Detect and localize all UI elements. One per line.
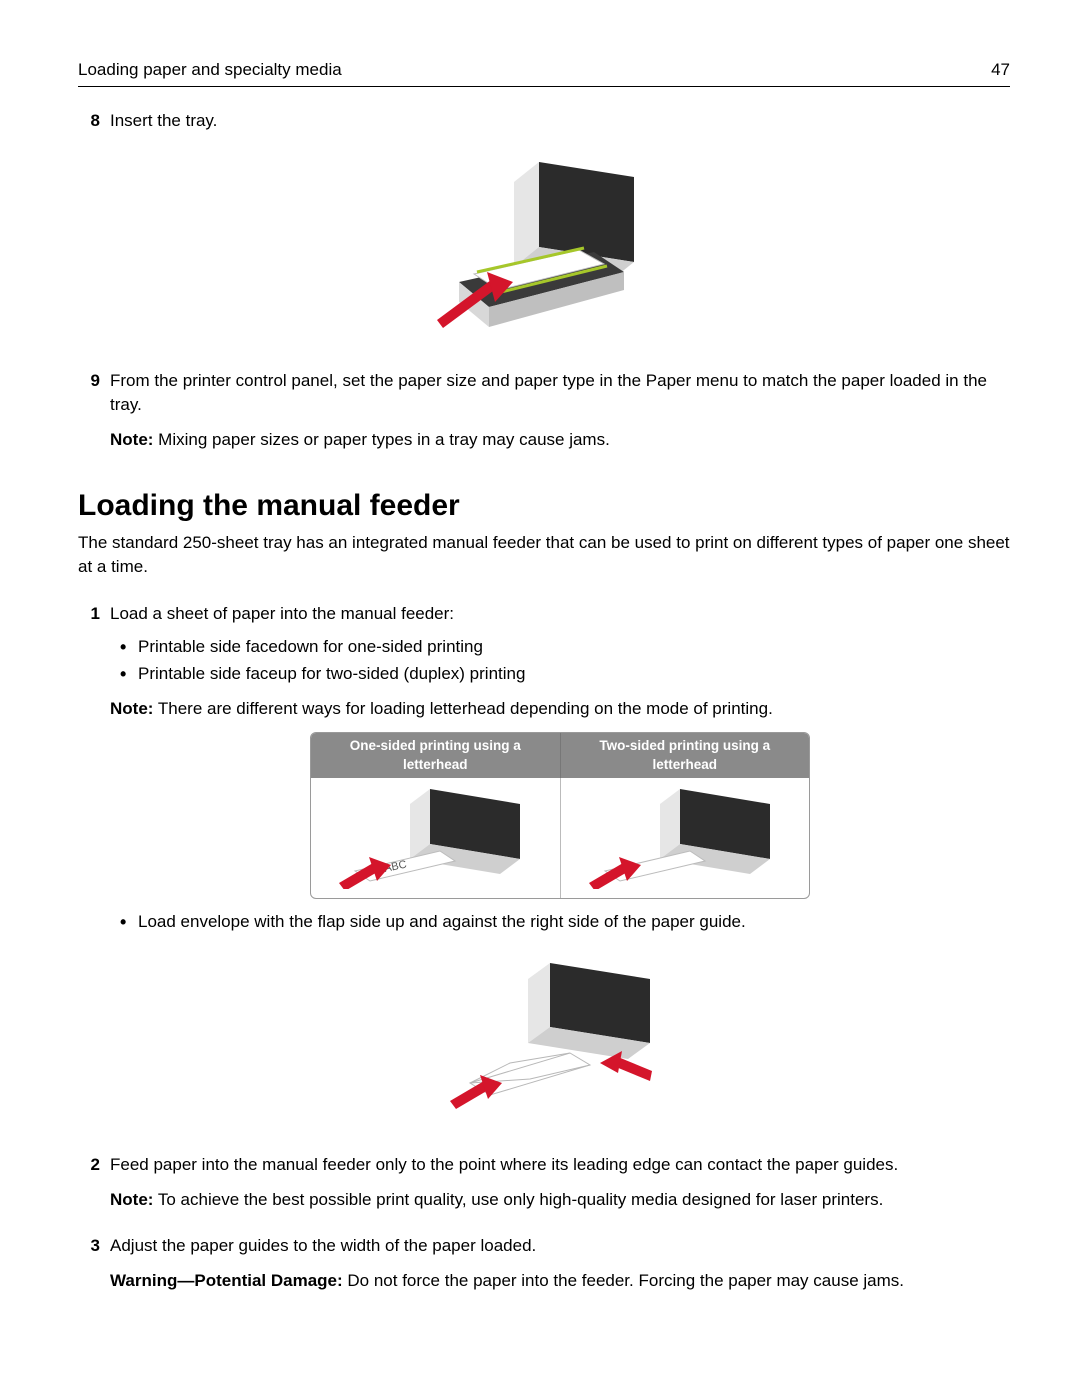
- step-3-warning: Warning—Potential Damage: Do not force t…: [110, 1269, 1010, 1294]
- step-2-note: Note: To achieve the best possible print…: [110, 1188, 1010, 1213]
- section-intro: The standard 250‑sheet tray has an integ…: [78, 531, 1010, 580]
- col-one-sided: One‑sided printing using a letterhead: [311, 733, 561, 778]
- bullet-facedown: Printable side facedown for one‑sided pr…: [116, 634, 1010, 660]
- step-2-body: Feed paper into the manual feeder only t…: [110, 1153, 1010, 1212]
- warning-label: Warning—Potential Damage:: [110, 1271, 343, 1290]
- note-label: Note:: [110, 699, 153, 718]
- col-two-sided: Two‑sided printing using a letterhead: [561, 733, 809, 778]
- table-image-row: ABC ABC: [311, 778, 809, 898]
- note-text: Mixing paper sizes or paper types in a t…: [153, 430, 609, 449]
- section-heading: Loading the manual feeder: [78, 489, 1010, 523]
- cell-two-sided: ABC: [561, 778, 809, 898]
- step-1-body: Load a sheet of paper into the manual fe…: [110, 602, 1010, 1131]
- step-1-bullets: Printable side facedown for one‑sided pr…: [116, 634, 1010, 687]
- bullet-faceup: Printable side faceup for two‑sided (dup…: [116, 661, 1010, 687]
- step-9-number: 9: [78, 369, 100, 453]
- note-text: To achieve the best possible print quali…: [153, 1190, 883, 1209]
- bullet-envelope: Load envelope with the flap side up and …: [116, 909, 1010, 935]
- step-1-note: Note: There are different ways for loadi…: [110, 697, 1010, 722]
- step-9-text: From the printer control panel, set the …: [110, 371, 987, 415]
- header-title: Loading paper and specialty media: [78, 60, 342, 80]
- page: Loading paper and specialty media 47 8 I…: [0, 0, 1080, 1397]
- page-header: Loading paper and specialty media 47: [78, 60, 1010, 87]
- step-9-body: From the printer control panel, set the …: [110, 369, 1010, 453]
- letterhead-table: One‑sided printing using a letterhead Tw…: [310, 732, 810, 899]
- note-label: Note:: [110, 1190, 153, 1209]
- step-9-note: Note: Mixing paper sizes or paper types …: [110, 428, 1010, 453]
- envelope-illustration: [440, 953, 680, 1113]
- step-2: 2 Feed paper into the manual feeder only…: [78, 1153, 1010, 1212]
- figure-envelope: [110, 953, 1010, 1121]
- page-number: 47: [991, 60, 1010, 80]
- cell-one-sided: ABC: [311, 778, 561, 898]
- step-1: 1 Load a sheet of paper into the manual …: [78, 602, 1010, 1131]
- table-header-row: One‑sided printing using a letterhead Tw…: [311, 733, 809, 778]
- step-8: 8 Insert the tray.: [78, 109, 1010, 134]
- step-3-body: Adjust the paper guides to the width of …: [110, 1234, 1010, 1293]
- step-8-number: 8: [78, 109, 100, 134]
- step-1-text: Load a sheet of paper into the manual fe…: [110, 604, 454, 623]
- letterhead-two-sided-illustration: ABC: [575, 779, 795, 889]
- step-3-number: 3: [78, 1234, 100, 1293]
- note-text: There are different ways for loading let…: [153, 699, 772, 718]
- warning-text: Do not force the paper into the feeder. …: [343, 1271, 904, 1290]
- note-label: Note:: [110, 430, 153, 449]
- printer-tray-illustration: [419, 152, 669, 342]
- step-1-number: 1: [78, 602, 100, 1131]
- step-2-number: 2: [78, 1153, 100, 1212]
- step-1-bullets-2: Load envelope with the flap side up and …: [116, 909, 1010, 935]
- step-9: 9 From the printer control panel, set th…: [78, 369, 1010, 453]
- letterhead-one-sided-illustration: ABC: [325, 779, 545, 889]
- step-8-text: Insert the tray.: [110, 109, 1010, 134]
- step-3: 3 Adjust the paper guides to the width o…: [78, 1234, 1010, 1293]
- step-2-text: Feed paper into the manual feeder only t…: [110, 1155, 898, 1174]
- figure-insert-tray: [78, 152, 1010, 347]
- step-3-text: Adjust the paper guides to the width of …: [110, 1236, 536, 1255]
